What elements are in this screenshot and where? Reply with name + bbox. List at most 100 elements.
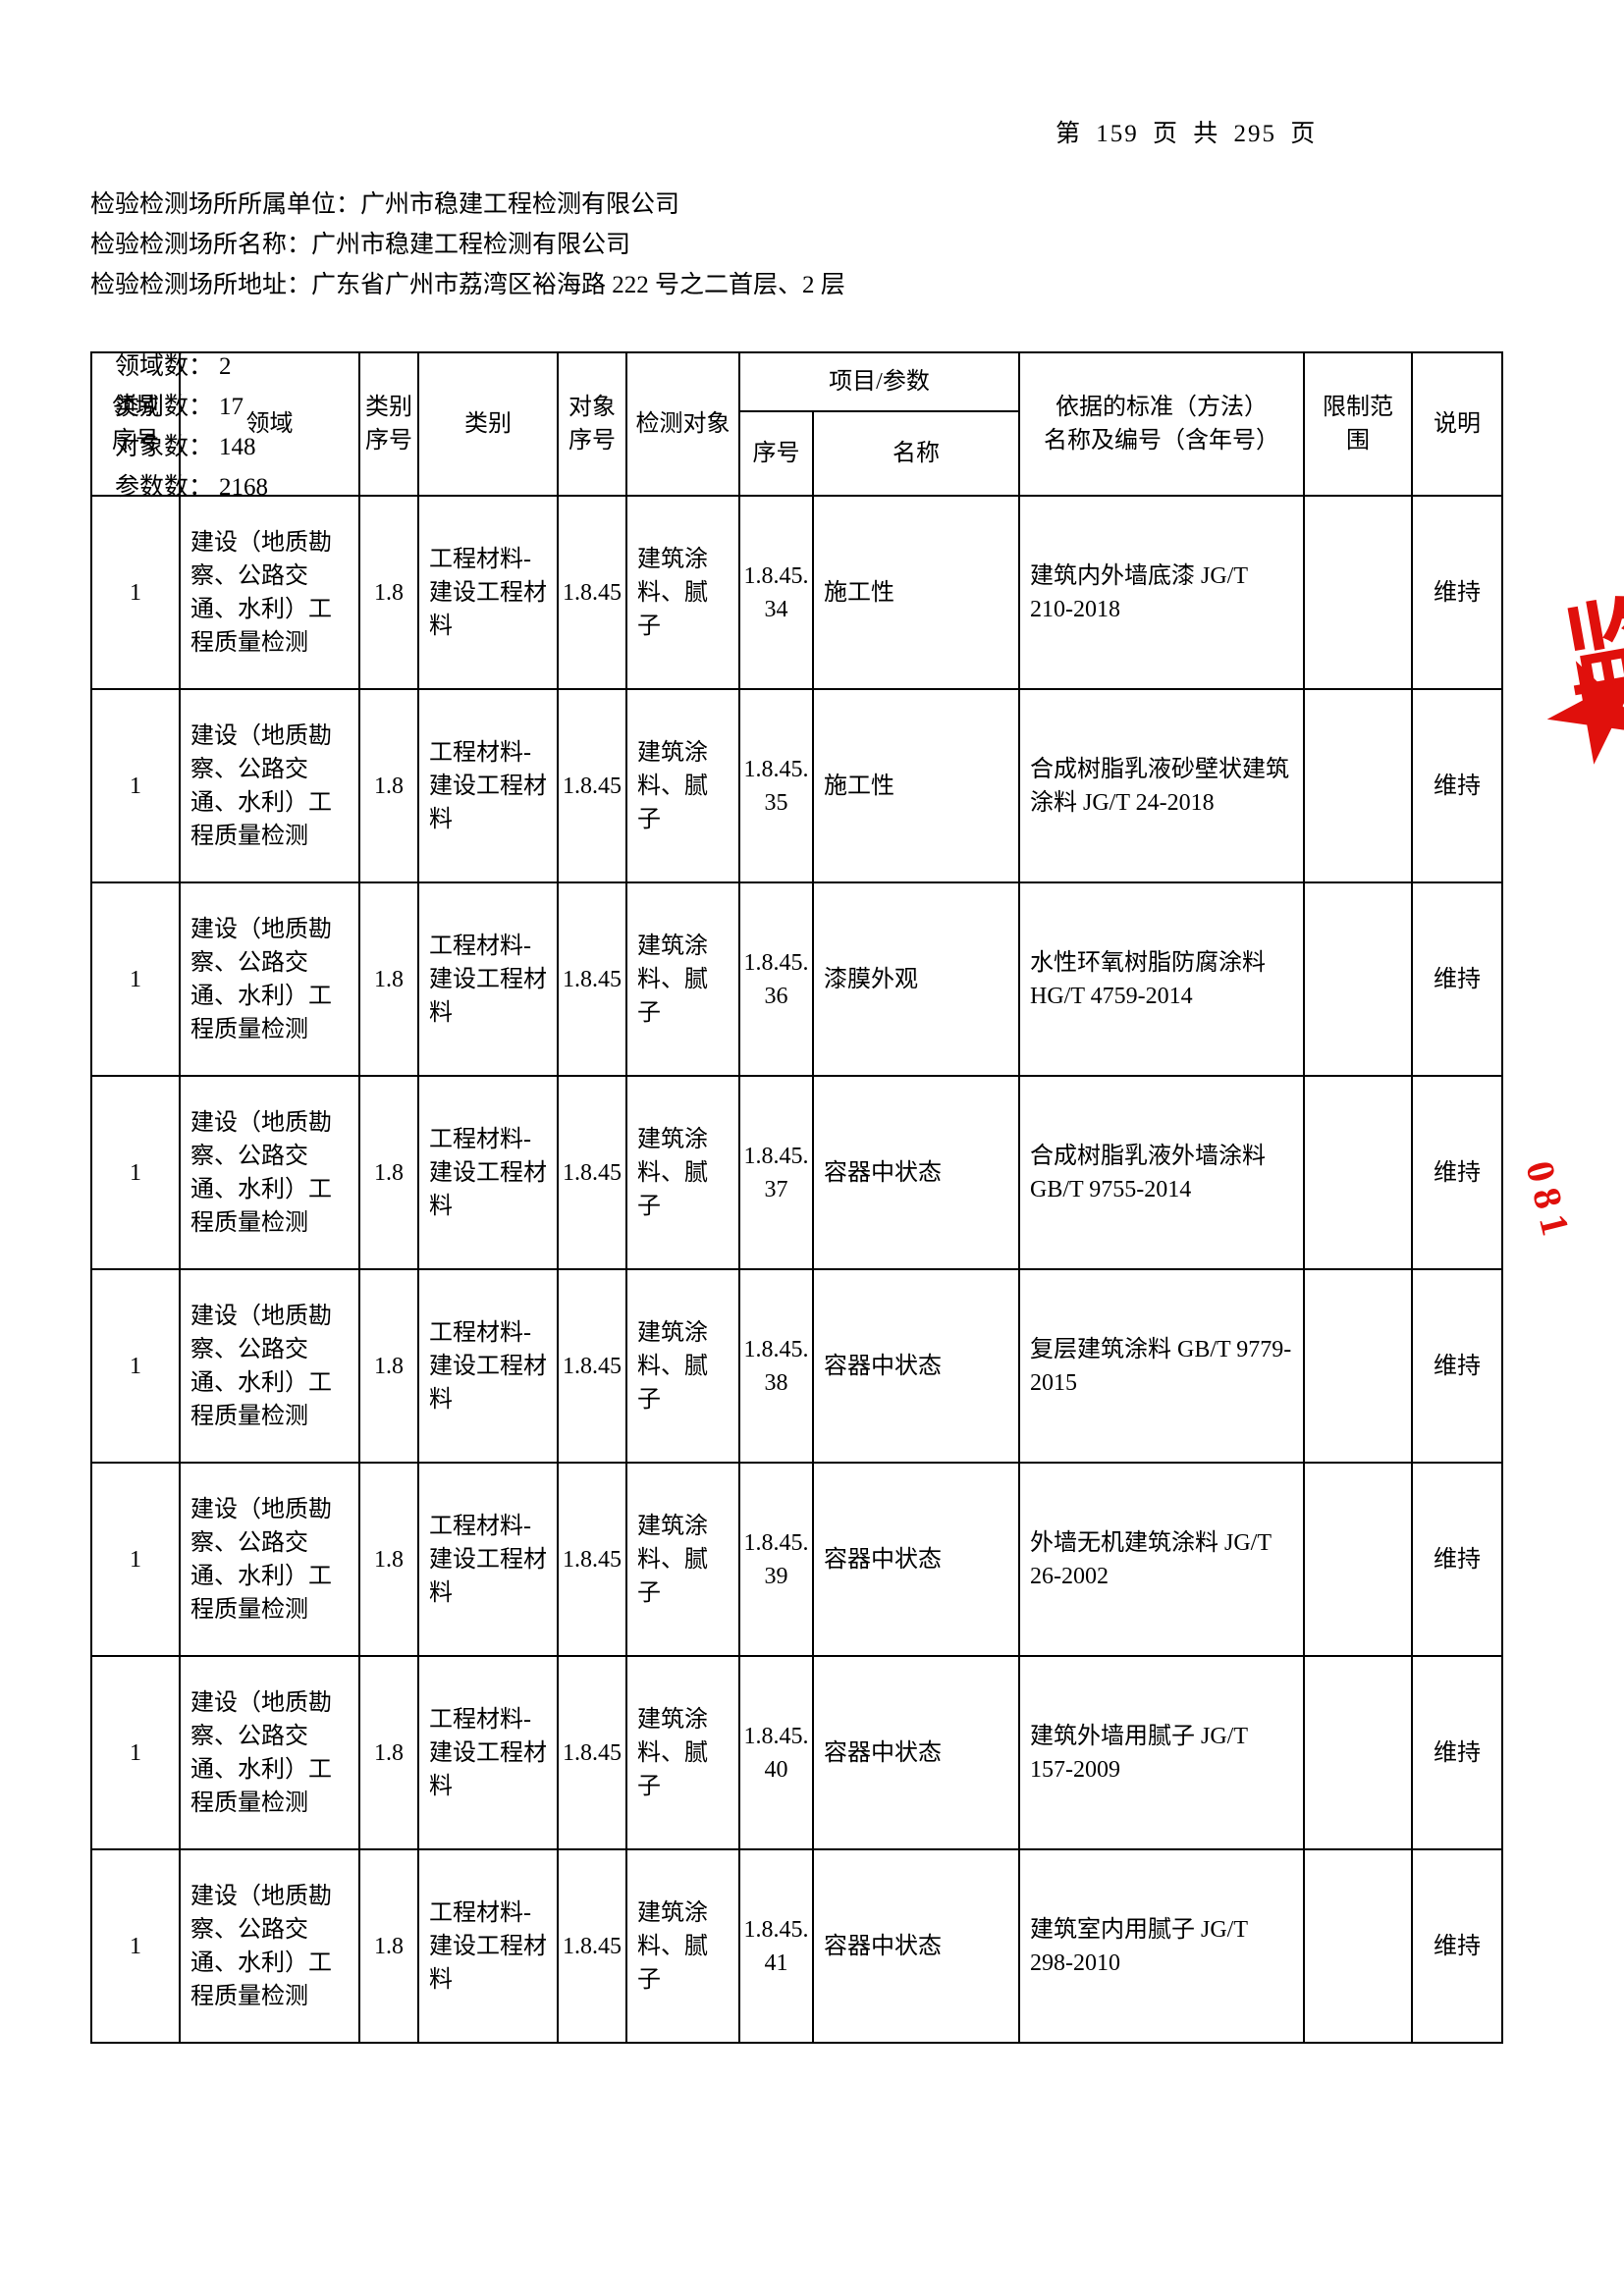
cell-note: 维持 <box>1411 1075 1504 1270</box>
cell-category-no: 1.8 <box>358 881 419 1077</box>
header-object-no: 对象 序号 <box>557 351 627 497</box>
cell-standard: 外墙无机建筑涂料 JG/T 26-2002 <box>1018 1462 1306 1657</box>
cell-domain: 建设（地质勘察、公路交通、水利）工程质量检测 <box>179 1268 360 1464</box>
cell-note: 维持 <box>1411 495 1504 690</box>
cell-limit <box>1303 1848 1414 2044</box>
cell-object: 建筑涂料、腻子 <box>625 1268 740 1464</box>
page-number: 第 159 页 共 295 页 <box>1056 121 1318 147</box>
inspection-capability-table: 领域 序号 领域 类别 序号 类别 对象 序号 检测对象 项目/参数 依据的标准… <box>90 351 1504 2044</box>
header-note: 说明 <box>1411 351 1504 497</box>
cell-domain-no: 1 <box>90 688 181 883</box>
table-row: 1 建设（地质勘察、公路交通、水利）工程质量检测 1.8 工程材料-建设工程材料… <box>90 1075 1504 1270</box>
cell-category-no: 1.8 <box>358 1268 419 1464</box>
cell-domain: 建设（地质勘察、公路交通、水利）工程质量检测 <box>179 495 360 690</box>
site-name-line: 检验检测场所名称：广州市稳建工程检测有限公司 <box>90 232 631 258</box>
cell-limit <box>1303 495 1414 690</box>
header-domain: 领域 <box>179 351 360 497</box>
cell-object: 建筑涂料、腻子 <box>625 1848 740 2044</box>
cell-note: 维持 <box>1411 1848 1504 2044</box>
cell-param-name: 容器中状态 <box>811 1075 1021 1270</box>
cell-param-no: 1.8.45.35 <box>738 688 814 883</box>
cell-limit <box>1303 1655 1414 1850</box>
cell-param-name: 容器中状态 <box>811 1848 1021 2044</box>
cell-category-no: 1.8 <box>358 1848 419 2044</box>
cell-note: 维持 <box>1411 881 1504 1077</box>
cell-limit <box>1303 688 1414 883</box>
cell-domain-no: 1 <box>90 1848 181 2044</box>
cell-standard: 建筑外墙用腻子 JG/T 157-2009 <box>1018 1655 1306 1850</box>
cell-category-no: 1.8 <box>358 1462 419 1657</box>
cell-category: 工程材料-建设工程材料 <box>417 1075 559 1270</box>
red-seal-star-icon: ★ <box>1510 612 1624 805</box>
cell-object-no: 1.8.45 <box>557 1848 627 2044</box>
cell-domain: 建设（地质勘察、公路交通、水利）工程质量检测 <box>179 1075 360 1270</box>
table-header: 领域 序号 领域 类别 序号 类别 对象 序号 检测对象 项目/参数 依据的标准… <box>90 351 1504 497</box>
cell-domain-no: 1 <box>90 1462 181 1657</box>
table-row: 1 建设（地质勘察、公路交通、水利）工程质量检测 1.8 工程材料-建设工程材料… <box>90 1268 1504 1464</box>
cell-param-name: 施工性 <box>811 495 1021 690</box>
cell-limit <box>1303 881 1414 1077</box>
cell-note: 维持 <box>1411 1655 1504 1850</box>
cell-object-no: 1.8.45 <box>557 1268 627 1464</box>
site-owner-line: 检验检测场所所属单位：广州市稳建工程检测有限公司 <box>90 191 680 218</box>
table-row: 1 建设（地质勘察、公路交通、水利）工程质量检测 1.8 工程材料-建设工程材料… <box>90 1848 1504 2044</box>
cell-note: 维持 <box>1411 1268 1504 1464</box>
cell-category: 工程材料-建设工程材料 <box>417 1848 559 2044</box>
table-row: 1 建设（地质勘察、公路交通、水利）工程质量检测 1.8 工程材料-建设工程材料… <box>90 495 1504 690</box>
cell-category-no: 1.8 <box>358 688 419 883</box>
cell-limit <box>1303 1462 1414 1657</box>
table-row: 1 建设（地质勘察、公路交通、水利）工程质量检测 1.8 工程材料-建设工程材料… <box>90 881 1504 1077</box>
table-body: 1 建设（地质勘察、公路交通、水利）工程质量检测 1.8 工程材料-建设工程材料… <box>90 495 1504 2044</box>
header-standard: 依据的标准（方法） 名称及编号（含年号） <box>1018 351 1306 497</box>
table-row: 1 建设（地质勘察、公路交通、水利）工程质量检测 1.8 工程材料-建设工程材料… <box>90 688 1504 883</box>
cell-domain-no: 1 <box>90 1268 181 1464</box>
cell-domain-no: 1 <box>90 881 181 1077</box>
cell-domain-no: 1 <box>90 1655 181 1850</box>
cell-param-no: 1.8.45.36 <box>738 881 814 1077</box>
cell-domain-no: 1 <box>90 1075 181 1270</box>
cell-category-no: 1.8 <box>358 1655 419 1850</box>
cell-param-no: 1.8.45.34 <box>738 495 814 690</box>
cell-standard: 建筑内外墙底漆 JG/T 210-2018 <box>1018 495 1306 690</box>
cell-category: 工程材料-建设工程材料 <box>417 1655 559 1850</box>
cell-domain: 建设（地质勘察、公路交通、水利）工程质量检测 <box>179 1462 360 1657</box>
cell-category-no: 1.8 <box>358 495 419 690</box>
cell-object: 建筑涂料、腻子 <box>625 1462 740 1657</box>
cell-category: 工程材料-建设工程材料 <box>417 688 559 883</box>
cell-domain: 建设（地质勘察、公路交通、水利）工程质量检测 <box>179 688 360 883</box>
header-limit: 限制范 围 <box>1303 351 1414 497</box>
cell-category: 工程材料-建设工程材料 <box>417 495 559 690</box>
cell-param-name: 容器中状态 <box>811 1268 1021 1464</box>
cell-object: 建筑涂料、腻子 <box>625 688 740 883</box>
cell-category: 工程材料-建设工程材料 <box>417 881 559 1077</box>
cell-param-no: 1.8.45.41 <box>738 1848 814 2044</box>
cell-category: 工程材料-建设工程材料 <box>417 1268 559 1464</box>
table-row: 1 建设（地质勘察、公路交通、水利）工程质量检测 1.8 工程材料-建设工程材料… <box>90 1655 1504 1850</box>
cell-param-name: 漆膜外观 <box>811 881 1021 1077</box>
cell-domain: 建设（地质勘察、公路交通、水利）工程质量检测 <box>179 881 360 1077</box>
cell-note: 维持 <box>1411 688 1504 883</box>
cell-param-no: 1.8.45.39 <box>738 1462 814 1657</box>
cell-object-no: 1.8.45 <box>557 1655 627 1850</box>
cell-standard: 合成树脂乳液砂壁状建筑涂料 JG/T 24-2018 <box>1018 688 1306 883</box>
header-domain-no: 领域 序号 <box>90 351 181 497</box>
header-object: 检测对象 <box>625 351 740 497</box>
cell-limit <box>1303 1268 1414 1464</box>
header-param-group: 项目/参数 <box>737 351 1021 412</box>
cell-object-no: 1.8.45 <box>557 1075 627 1270</box>
cell-domain-no: 1 <box>90 495 181 690</box>
cell-param-no: 1.8.45.38 <box>738 1268 814 1464</box>
cell-param-name: 施工性 <box>811 688 1021 883</box>
cell-object: 建筑涂料、腻子 <box>625 495 740 690</box>
cell-object-no: 1.8.45 <box>557 495 627 690</box>
cell-object-no: 1.8.45 <box>557 688 627 883</box>
cell-domain: 建设（地质勘察、公路交通、水利）工程质量检测 <box>179 1655 360 1850</box>
cell-object: 建筑涂料、腻子 <box>625 881 740 1077</box>
cell-param-name: 容器中状态 <box>811 1462 1021 1657</box>
site-address-line: 检验检测场所地址：广东省广州市荔湾区裕海路 222 号之二首层、2 层 <box>90 272 845 298</box>
cell-category-no: 1.8 <box>358 1075 419 1270</box>
cell-standard: 水性环氧树脂防腐涂料 HG/T 4759-2014 <box>1018 881 1306 1077</box>
cell-domain: 建设（地质勘察、公路交通、水利）工程质量检测 <box>179 1848 360 2044</box>
header-category: 类别 <box>417 351 559 497</box>
cell-param-no: 1.8.45.37 <box>738 1075 814 1270</box>
